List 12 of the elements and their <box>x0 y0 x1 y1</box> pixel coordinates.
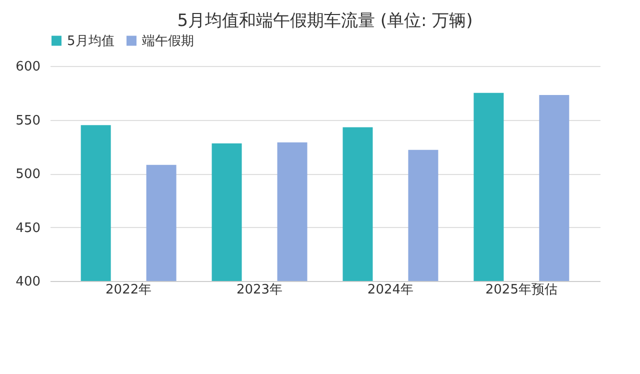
x-tick-label: 2022年 <box>106 282 152 298</box>
y-tick-label: 500 <box>16 167 40 182</box>
legend-label: 5月均值 <box>67 34 114 49</box>
y-tick-label: 550 <box>16 113 40 128</box>
x-tick-label: 2025年预估 <box>485 282 558 298</box>
chart-title: 5月均值和端午假期车流量 (单位: 万辆) <box>177 11 473 31</box>
y-tick-label: 400 <box>16 274 40 290</box>
x-tick-label: 2024年 <box>367 282 414 298</box>
y-tick-label: 450 <box>16 220 40 236</box>
legend-label: 端午假期 <box>142 34 194 49</box>
y-tick-label: 600 <box>16 60 40 74</box>
x-tick-label: 2023年 <box>236 282 283 298</box>
